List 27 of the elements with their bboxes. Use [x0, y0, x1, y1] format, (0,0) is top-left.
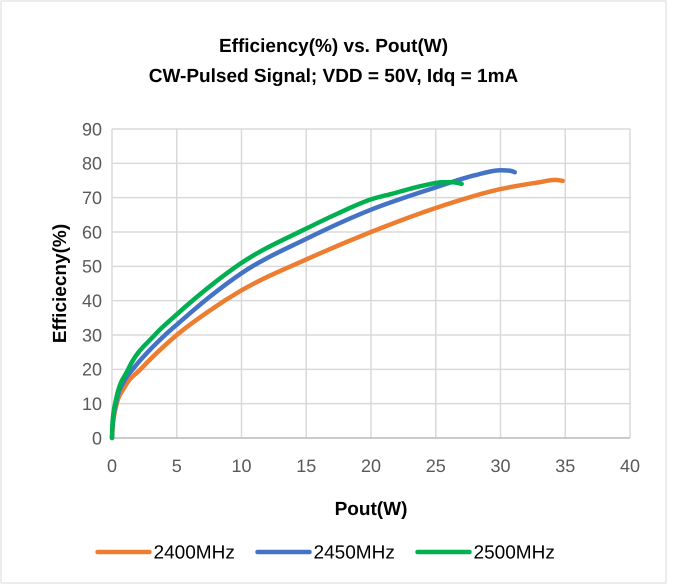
y-axis-title: Efficiecny(%): [50, 224, 71, 344]
y-tick-label: 70: [82, 188, 102, 208]
x-tick-label: 20: [360, 456, 382, 476]
x-tick-label: 40: [620, 456, 640, 476]
x-tick-label: 30: [490, 456, 511, 476]
y-tick-label: 10: [82, 394, 102, 414]
x-tick-label: 35: [555, 456, 576, 476]
y-tick-label: 40: [82, 290, 102, 311]
x-axis-title: Pout(W): [334, 499, 408, 520]
y-tick-label: 30: [82, 325, 102, 346]
y-tick-label: 60: [82, 222, 102, 242]
x-tick-label: 10: [231, 456, 252, 476]
y-tick-label: 0: [92, 428, 102, 448]
legend-label: 2500MHz: [474, 542, 555, 564]
x-tick-label: 25: [426, 456, 446, 476]
x-tick-label: 0: [106, 456, 118, 476]
chart-subtitle: CW-Pulsed Signal; VDD = 50V, Idq = 1mA: [148, 66, 519, 87]
line-series: [110, 180, 464, 440]
legend-label: 2450MHz: [314, 542, 395, 564]
x-tick-label: 5: [172, 456, 182, 476]
y-tick-label: 50: [82, 256, 102, 277]
y-tick-label: 90: [82, 119, 102, 140]
chart-title: Efficiency(%) vs. Pout(W): [218, 36, 448, 57]
x-tick-label: 15: [296, 456, 316, 476]
legend-label: 2400MHz: [154, 542, 235, 564]
y-tick-label: 80: [82, 154, 102, 174]
y-tick-label: 20: [82, 360, 102, 380]
